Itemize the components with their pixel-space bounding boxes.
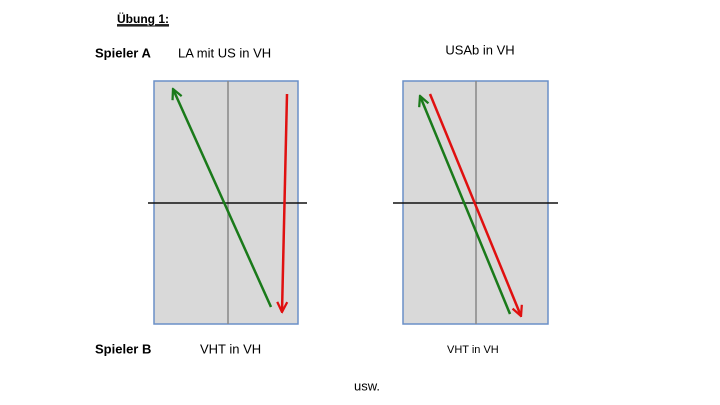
caption: USAb in VH (445, 42, 514, 57)
title: Übung 1: (117, 11, 169, 26)
player-a-label: Spieler A (95, 45, 151, 60)
court-left (148, 80, 307, 325)
caption: VHT in VH (200, 341, 261, 356)
green-arrow (173, 89, 273, 308)
caption: VHT in VH (447, 344, 499, 356)
red-arrow (428, 93, 521, 316)
green-arrow (420, 96, 512, 315)
caption: LA mit US in VH (178, 45, 271, 60)
red-arrow (282, 93, 289, 312)
footer: usw. (354, 378, 380, 393)
player-b-label: Spieler B (95, 341, 151, 356)
court-right (393, 80, 558, 325)
